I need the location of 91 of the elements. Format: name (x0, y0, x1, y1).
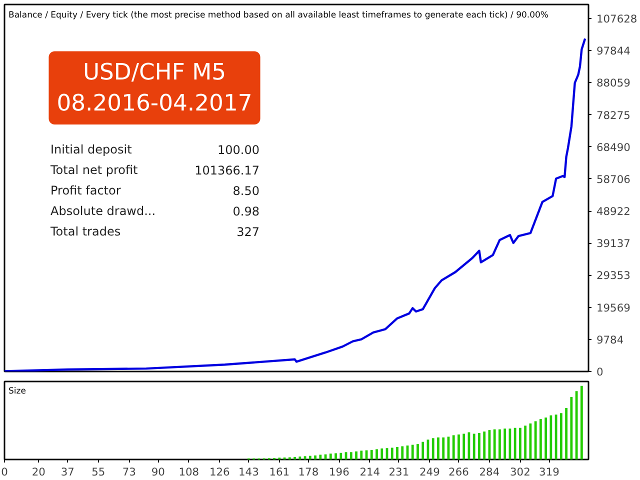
bar (437, 437, 440, 460)
x-tick-label: 249 (420, 466, 440, 478)
annotation: 101366.17 (194, 164, 260, 178)
bar (504, 428, 506, 460)
x-tick-label: 161 (269, 466, 290, 478)
bar (534, 421, 537, 460)
bar (350, 452, 352, 460)
bar (570, 396, 573, 460)
bar (458, 434, 460, 460)
bar (554, 414, 558, 460)
annotation: 8.50 (232, 184, 260, 198)
x-tick-label: 178 (298, 466, 319, 478)
x-tick-label: 90 (151, 466, 166, 478)
bar (396, 446, 398, 460)
y-tick-label: 19569 (596, 301, 631, 314)
bar (314, 455, 316, 460)
x-tick-label: 20 (32, 466, 46, 478)
annotation: Profit factor (50, 184, 121, 198)
x-tick-label: 73 (122, 466, 136, 478)
annotation: 08.2016-04.2017 (56, 90, 252, 116)
y-tick-label: 48922 (596, 205, 630, 218)
bar (401, 446, 404, 460)
bar (340, 452, 342, 460)
y-tick-label: 107628 (596, 12, 638, 26)
annotation: Total trades (50, 224, 121, 238)
bar (380, 448, 384, 460)
annotation: 0.98 (232, 204, 260, 218)
bar (514, 428, 516, 460)
annotation: Absolute drawd... (50, 204, 156, 218)
annotation: Total net profit (50, 163, 138, 177)
bar (472, 434, 476, 460)
bar (355, 451, 358, 460)
y-tick-label: 97844 (596, 44, 631, 58)
bar (360, 450, 363, 460)
y-tick-label: 29353 (596, 269, 630, 282)
bar (565, 408, 568, 460)
chart-title: Size (8, 386, 26, 396)
bar (432, 438, 434, 460)
bar (319, 454, 322, 460)
bar (370, 450, 373, 460)
bar (550, 415, 552, 460)
y-tick-label: 0 (596, 366, 604, 378)
x-tick-label: 319 (539, 466, 560, 478)
text: Balance / Equity / Every tick (the most precise method based on all available least timeframes to generate each tick) / 90.00% (8, 10, 549, 20)
x-tick-label: 302 (510, 466, 530, 478)
bar (442, 437, 445, 460)
annotation: 100.00 (218, 143, 260, 157)
x-tick-label: 214 (360, 466, 380, 478)
bar (452, 435, 455, 460)
x-tick-label: 143 (238, 466, 259, 478)
bar (334, 453, 337, 460)
x-tick-label: 284 (479, 466, 500, 478)
y-tick-label: 58706 (596, 172, 631, 186)
bar (478, 433, 480, 460)
bar (411, 444, 414, 460)
bar (308, 456, 312, 460)
bar (539, 419, 542, 460)
x-tick-label: 196 (329, 466, 350, 478)
bar (498, 429, 501, 460)
y-tick-label: 9784 (596, 333, 624, 346)
y-tick-label: 39137 (596, 237, 630, 250)
bar (416, 444, 419, 460)
x-tick-label: 126 (209, 466, 230, 478)
y-tick-label: 78275 (596, 108, 630, 122)
y-tick-label: 88059 (596, 76, 631, 90)
bar (560, 413, 562, 460)
bar (544, 418, 548, 460)
bar (422, 442, 424, 460)
bar (329, 454, 332, 460)
bar (298, 456, 302, 460)
x-tick-label: 55 (92, 466, 106, 478)
x-tick-label: 108 (178, 466, 200, 478)
bar (390, 448, 394, 460)
bar (519, 428, 522, 460)
x-tick-label: 0 (1, 466, 8, 478)
x-tick-label: 266 (448, 466, 470, 478)
annotation: Initial deposit (50, 142, 132, 156)
line-series (4, 38, 586, 372)
bar (529, 423, 532, 460)
bar (493, 429, 496, 460)
bar (580, 386, 583, 460)
bar (524, 426, 527, 460)
x-tick-label: 37 (60, 466, 74, 478)
annotation: USD/CHF M5 (82, 59, 226, 86)
annotation: 327 (236, 225, 260, 239)
bar (376, 449, 378, 460)
bar (462, 434, 466, 460)
bar (483, 432, 486, 460)
x-tick-label: 231 (388, 466, 410, 478)
bar (294, 456, 296, 460)
y-tick-label: 68490 (596, 140, 631, 154)
